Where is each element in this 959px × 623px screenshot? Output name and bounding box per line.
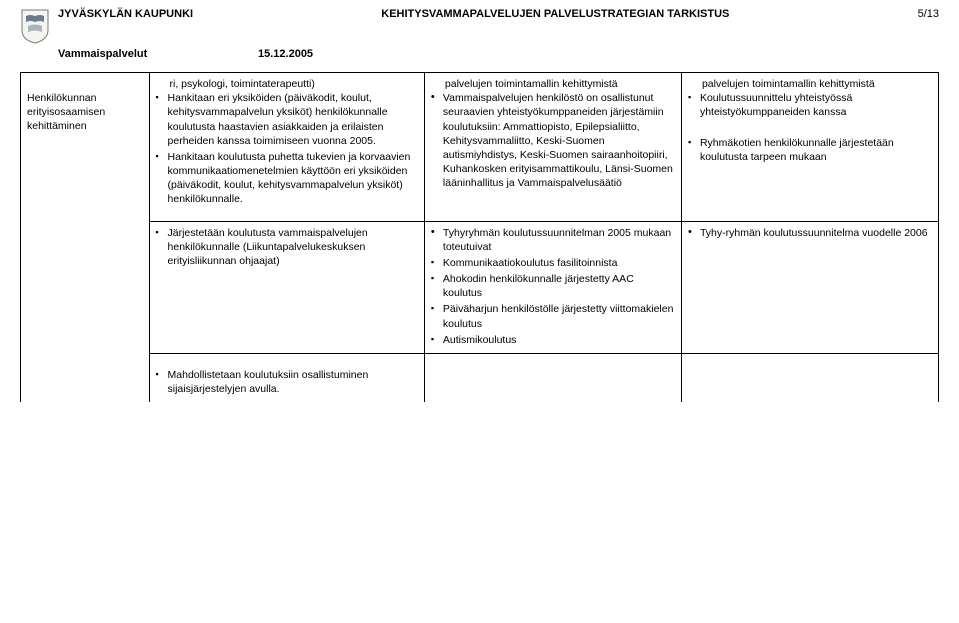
list-item: Hankitaan koulutusta puhetta tukevien ja…	[156, 150, 418, 207]
cell-actions: ri, psykologi, toimintaterapeutti) Hanki…	[149, 73, 424, 213]
table-row-spacer	[21, 213, 939, 222]
org-name: JYVÄSKYLÄN KAUPUNKI	[58, 8, 193, 20]
intro-fragment: ri, psykologi, toimintaterapeutti)	[156, 77, 418, 91]
list-item: Mahdollistetaan koulutuksiin osallistumi…	[156, 368, 418, 396]
cell-topic	[21, 353, 150, 402]
cell-actions: Järjestetään koulutusta vammaispalveluje…	[149, 221, 424, 353]
list-item: Autismikoulutus	[431, 333, 675, 347]
cell-topic	[21, 221, 150, 353]
list-item: Tyhy-ryhmän koulutussuunnitelma vuodelle…	[688, 226, 932, 240]
doc-date: 15.12.2005	[258, 48, 313, 60]
sub-header: Vammaispalvelut 15.12.2005	[0, 48, 959, 60]
cell-actions: Mahdollistetaan koulutuksiin osallistumi…	[149, 353, 424, 402]
city-crest-logo	[20, 8, 50, 44]
department: Vammaispalvelut	[58, 48, 258, 60]
cell-status: palvelujen toimintamallin kehittymistä V…	[424, 73, 681, 213]
table-row: Mahdollistetaan koulutuksiin osallistumi…	[21, 353, 939, 402]
content-table: Henkilökunnan erityisosaamisen kehittämi…	[20, 72, 939, 402]
list-item: Tyhyryhmän koulutussuunnitelman 2005 muk…	[431, 226, 675, 254]
cell-status	[424, 353, 681, 402]
table-row: Henkilökunnan erityisosaamisen kehittämi…	[21, 73, 939, 213]
intro-fragment: palvelujen toimintamallin kehittymistä	[688, 77, 932, 91]
doc-title: KEHITYSVAMMAPALVELUJEN PALVELUSTRATEGIAN…	[193, 8, 918, 20]
list-item: Koulutussuunnittelu yhteistyössä yhteist…	[688, 91, 932, 119]
list-item: Hankitaan eri yksiköiden (päiväkodit, ko…	[156, 91, 418, 148]
intro-fragment: palvelujen toimintamallin kehittymistä	[431, 77, 675, 91]
list-item: Ryhmäkotien henkilökunnalle järjestetään…	[688, 136, 932, 164]
cell-status: Tyhyryhmän koulutussuunnitelman 2005 muk…	[424, 221, 681, 353]
list-item: Vammaispalvelujen henkilöstö on osallist…	[431, 91, 675, 190]
content-table-wrap: Henkilökunnan erityisosaamisen kehittämi…	[0, 60, 959, 402]
table-row: Järjestetään koulutusta vammaispalveluje…	[21, 221, 939, 353]
page-number: 5/13	[918, 8, 939, 20]
cell-topic: Henkilökunnan erityisosaamisen kehittämi…	[21, 73, 150, 213]
cell-plan	[681, 353, 938, 402]
list-item: Päiväharjun henkilöstölle järjestetty vi…	[431, 302, 675, 330]
list-item: Ahokodin henkilökunnalle järjestetty AAC…	[431, 272, 675, 300]
list-item: Järjestetään koulutusta vammaispalveluje…	[156, 226, 418, 269]
page-header: JYVÄSKYLÄN KAUPUNKI KEHITYSVAMMAPALVELUJ…	[0, 0, 959, 48]
topic-text: Henkilökunnan erityisosaamisen kehittämi…	[27, 92, 105, 132]
list-item: Kommunikaatiokoulutus fasilitoinnista	[431, 256, 675, 270]
cell-plan: Tyhy-ryhmän koulutussuunnitelma vuodelle…	[681, 221, 938, 353]
cell-plan: palvelujen toimintamallin kehittymistä K…	[681, 73, 938, 213]
